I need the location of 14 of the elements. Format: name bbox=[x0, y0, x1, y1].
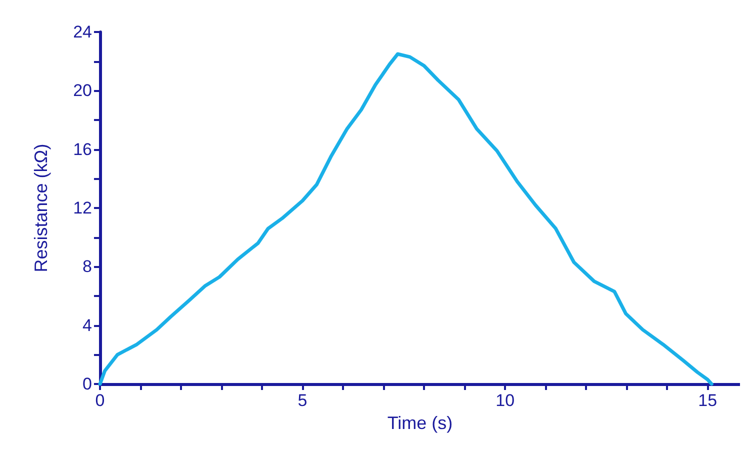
y-tick-label: 0 bbox=[82, 374, 92, 394]
y-tick-label: 24 bbox=[73, 22, 92, 42]
y-tick-label: 20 bbox=[73, 81, 92, 100]
x-tick-label: 15 bbox=[698, 391, 718, 410]
line-series bbox=[98, 52, 714, 386]
y-tick-label: 4 bbox=[82, 316, 92, 335]
x-axis-title: Time (s) bbox=[387, 412, 453, 433]
x-tick-label: 5 bbox=[298, 391, 308, 410]
x-tick-label: 10 bbox=[496, 391, 515, 410]
y-tick-label: 8 bbox=[82, 257, 92, 276]
y-tick-label: 16 bbox=[73, 140, 92, 159]
y-axis-title: Resistance (kΩ) bbox=[31, 144, 51, 272]
x-tick-label: 0 bbox=[95, 391, 105, 410]
y-tick-label: 12 bbox=[73, 198, 92, 218]
